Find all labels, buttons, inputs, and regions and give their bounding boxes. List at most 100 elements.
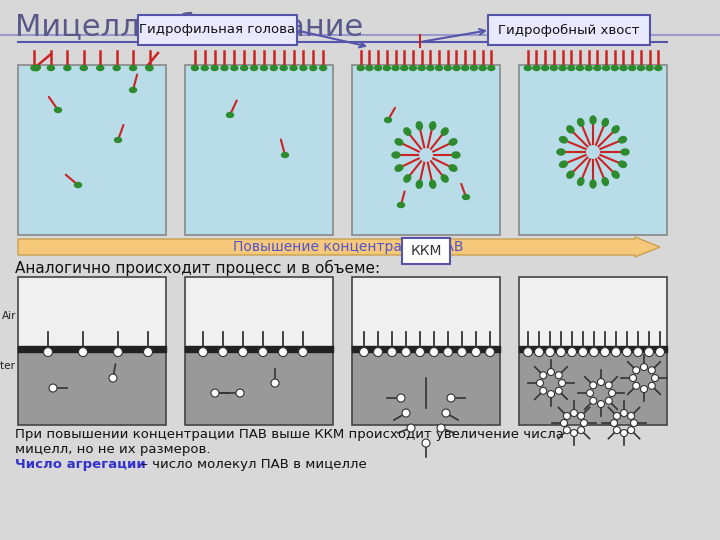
FancyBboxPatch shape [488, 15, 650, 45]
Circle shape [402, 348, 410, 356]
Ellipse shape [64, 65, 71, 71]
Circle shape [648, 382, 655, 389]
Ellipse shape [594, 65, 601, 71]
Ellipse shape [577, 178, 584, 185]
Bar [18, 65, 166, 235]
Ellipse shape [559, 137, 567, 143]
Ellipse shape [567, 126, 574, 133]
Ellipse shape [55, 107, 61, 112]
Circle shape [633, 367, 640, 374]
Ellipse shape [130, 87, 137, 92]
Circle shape [387, 348, 397, 356]
Ellipse shape [113, 65, 120, 71]
Circle shape [540, 372, 546, 379]
FancyBboxPatch shape [138, 15, 297, 45]
Ellipse shape [146, 65, 153, 71]
Ellipse shape [470, 65, 477, 71]
Ellipse shape [383, 65, 390, 71]
Text: мицелл, но не их размеров.: мицелл, но не их размеров. [15, 443, 210, 456]
Circle shape [43, 348, 53, 356]
Ellipse shape [577, 65, 583, 71]
Circle shape [49, 384, 57, 392]
Circle shape [523, 348, 533, 356]
Circle shape [611, 348, 621, 356]
Ellipse shape [130, 65, 137, 71]
Circle shape [598, 401, 605, 408]
Ellipse shape [280, 65, 287, 71]
Ellipse shape [449, 165, 457, 171]
Text: При повышении концентрации ПАВ выше ККМ происходит увеличение числа: При повышении концентрации ПАВ выше ККМ … [15, 428, 564, 441]
Circle shape [567, 348, 577, 356]
Ellipse shape [240, 65, 248, 71]
Circle shape [590, 397, 597, 404]
Circle shape [422, 439, 430, 447]
Circle shape [623, 348, 631, 356]
Ellipse shape [395, 139, 402, 145]
Ellipse shape [436, 65, 443, 71]
Text: ККМ: ККМ [410, 244, 442, 258]
Circle shape [457, 348, 467, 356]
Bar [519, 65, 667, 235]
Circle shape [299, 348, 307, 356]
Circle shape [218, 348, 228, 356]
Circle shape [628, 413, 634, 420]
Ellipse shape [397, 202, 405, 207]
Circle shape [634, 348, 642, 356]
Ellipse shape [221, 65, 228, 71]
Ellipse shape [270, 65, 277, 71]
Ellipse shape [211, 65, 218, 71]
Circle shape [608, 389, 616, 396]
Circle shape [577, 427, 585, 434]
Circle shape [444, 348, 452, 356]
Ellipse shape [401, 65, 408, 71]
Bar [185, 348, 333, 425]
Circle shape [437, 424, 445, 432]
Ellipse shape [418, 65, 425, 71]
Circle shape [564, 427, 570, 434]
Ellipse shape [430, 122, 436, 130]
Ellipse shape [261, 65, 267, 71]
Text: Air: Air [1, 311, 16, 321]
Text: Гидрофильная голова: Гидрофильная голова [140, 24, 296, 37]
Circle shape [641, 363, 647, 370]
Circle shape [258, 348, 268, 356]
Circle shape [78, 348, 88, 356]
Circle shape [374, 348, 382, 356]
Ellipse shape [231, 65, 238, 71]
Ellipse shape [453, 65, 460, 71]
Bar [519, 348, 667, 425]
Ellipse shape [145, 65, 153, 71]
Circle shape [402, 409, 410, 417]
Ellipse shape [590, 116, 596, 124]
Ellipse shape [31, 65, 38, 71]
Circle shape [271, 379, 279, 387]
Circle shape [598, 379, 605, 386]
Ellipse shape [550, 65, 557, 71]
Ellipse shape [192, 65, 199, 71]
Text: – число молекул ПАВ в мицелле: – число молекул ПАВ в мицелле [137, 458, 366, 471]
Bar [185, 277, 333, 348]
Circle shape [613, 427, 621, 434]
Circle shape [560, 420, 567, 427]
Ellipse shape [201, 65, 208, 71]
Ellipse shape [567, 171, 574, 178]
Circle shape [648, 367, 655, 374]
Circle shape [577, 413, 585, 420]
Ellipse shape [585, 65, 592, 71]
Bar [18, 348, 166, 425]
Ellipse shape [646, 65, 653, 71]
Circle shape [430, 348, 438, 356]
Ellipse shape [612, 126, 619, 133]
Circle shape [606, 397, 612, 404]
Ellipse shape [96, 65, 104, 71]
Ellipse shape [462, 65, 469, 71]
Circle shape [536, 380, 544, 387]
Circle shape [641, 386, 647, 393]
Ellipse shape [479, 65, 486, 71]
Circle shape [590, 382, 597, 389]
Ellipse shape [612, 171, 619, 178]
Ellipse shape [629, 65, 636, 71]
Circle shape [600, 348, 610, 356]
Ellipse shape [282, 152, 289, 158]
Ellipse shape [559, 161, 567, 167]
